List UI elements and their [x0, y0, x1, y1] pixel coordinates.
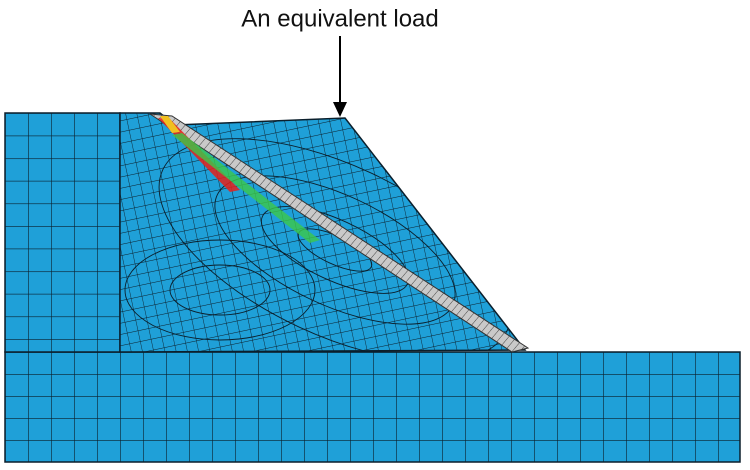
- slope-outline: [119, 112, 527, 353]
- annotation-label: An equivalent load: [241, 5, 438, 32]
- shear-mid: [172, 133, 320, 243]
- left-block: [4, 112, 121, 353]
- shear-band: [149, 113, 530, 353]
- base-block: [4, 351, 741, 463]
- arrow-head: [333, 102, 347, 117]
- shear-peak: [160, 116, 180, 133]
